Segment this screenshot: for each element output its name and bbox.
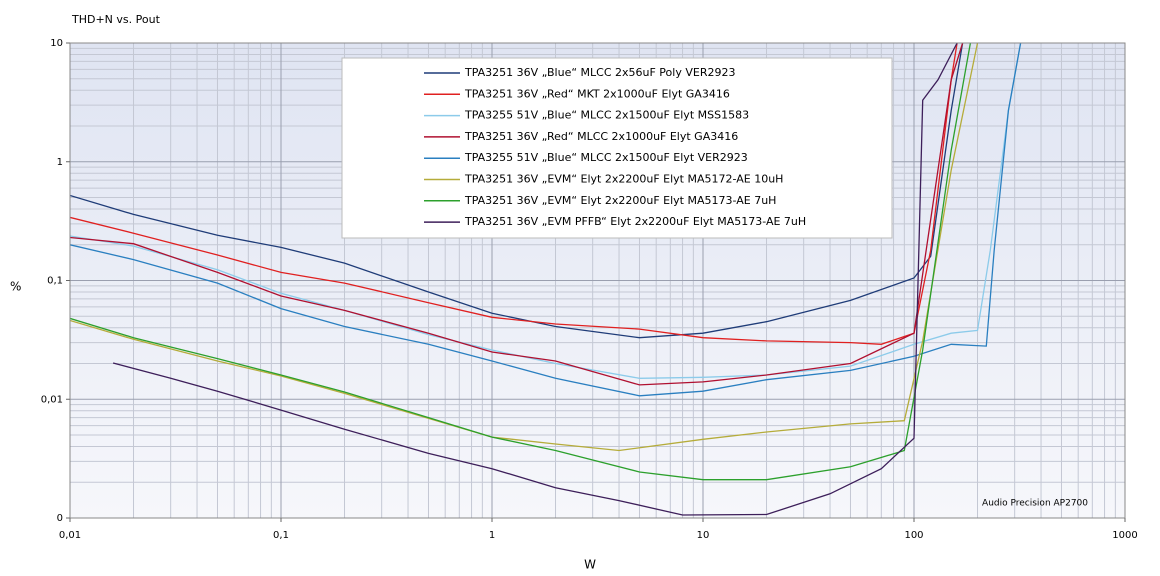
legend-label: TPA3255 51V „Blue“ MLCC 2x1500uF Elyt VE… [464, 151, 748, 164]
x-tick-label: 100 [904, 530, 923, 541]
series-line [112, 43, 958, 516]
legend-label: TPA3251 36V „Red“ MLCC 2x1000uF Elyt GA3… [464, 130, 738, 143]
x-tick-label: 1 [489, 530, 495, 541]
series-line [70, 43, 964, 386]
y-axis-label: % [10, 280, 21, 294]
y-tick-label: 0,1 [47, 276, 63, 287]
legend-label: TPA3251 36V „Blue“ MLCC 2x56uF Poly VER2… [464, 66, 735, 79]
series-line [70, 43, 1022, 397]
legend-label: TPA3255 51V „Blue“ MLCC 2x1500uF Elyt MS… [464, 109, 749, 122]
legend-label: TPA3251 36V „EVM“ Elyt 2x2200uF Elyt MA5… [464, 173, 783, 186]
series-line [70, 43, 958, 345]
chart-title: THD+N vs. Pout [71, 13, 161, 26]
series-line [70, 43, 979, 452]
legend-label: TPA3251 36V „EVM“ Elyt 2x2200uF Elyt MA5… [464, 194, 776, 207]
y-tick-label: 0 [57, 513, 63, 524]
x-axis-label: W [584, 558, 596, 572]
y-tick-label: 0,01 [41, 394, 63, 405]
series-line [70, 43, 1022, 379]
x-tick-label: 0,01 [59, 530, 81, 541]
series-line [70, 43, 964, 339]
y-tick-label: 1 [57, 157, 63, 168]
series-line [70, 43, 972, 481]
x-tick-label: 10 [697, 530, 710, 541]
legend-label: TPA3251 36V „Red“ MKT 2x1000uF Elyt GA34… [464, 87, 730, 100]
legend-box [341, 57, 893, 239]
x-tick-label: 1000 [1112, 530, 1137, 541]
annotation: Audio Precision AP2700 [982, 499, 1088, 509]
y-tick-label: 10 [50, 38, 63, 49]
legend-label: TPA3251 36V „EVM PFFB“ Elyt 2x2200uF Ely… [464, 215, 806, 228]
x-tick-label: 0,1 [273, 530, 289, 541]
